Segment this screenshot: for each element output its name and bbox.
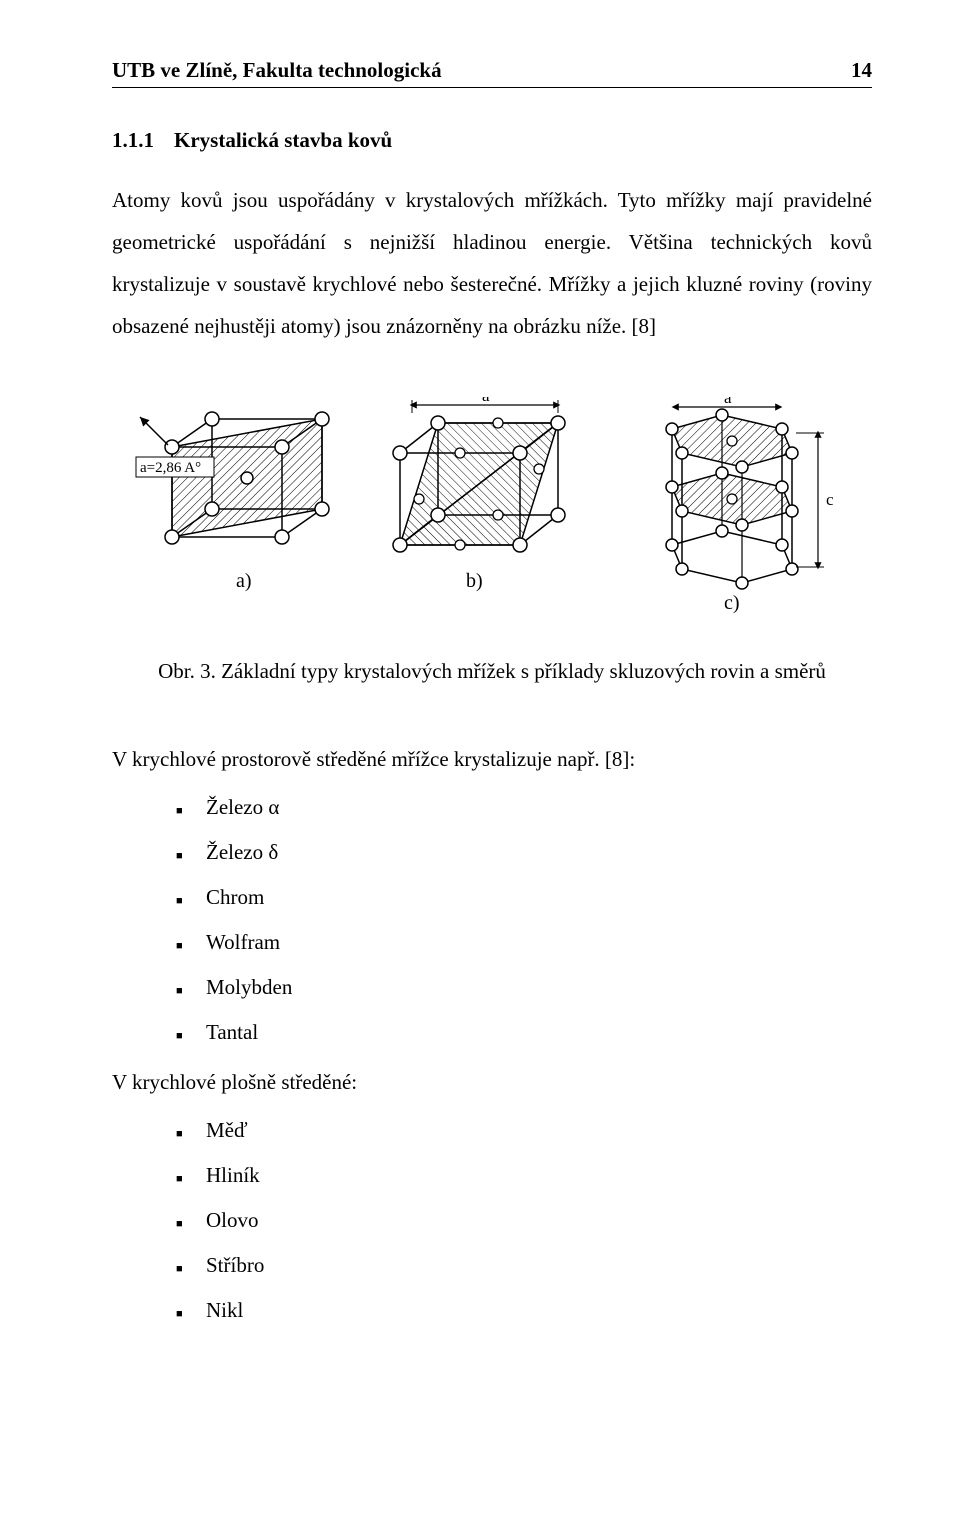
lattice-param-label: a=2,86 A° <box>140 460 201 476</box>
section-title: Krystalická stavba kovů <box>174 128 392 152</box>
main-paragraph: Atomy kovů jsou uspořádány v krystalovýc… <box>112 179 872 347</box>
dim-label-c: c <box>826 490 834 509</box>
dim-label-a2: a <box>724 397 732 407</box>
section-number: 1.1.1 <box>112 128 154 153</box>
figure-crystal-lattices: a=2,86 A° a) <box>112 397 872 637</box>
list-item: Stříbro <box>176 1244 872 1286</box>
list-item: Wolfram <box>176 921 872 963</box>
list-item: Železo α <box>176 786 872 828</box>
figure-caption: Obr. 3. Základní typy krystalových mříže… <box>112 659 872 684</box>
page-header: UTB ve Zlíně, Fakulta technologická 14 <box>112 58 872 88</box>
list-item: Nikl <box>176 1289 872 1331</box>
list-intro-2: V krychlové plošně středěné: <box>112 1061 872 1103</box>
list-item: Chrom <box>176 876 872 918</box>
lattice-bcc: a=2,86 A° a) <box>136 412 329 592</box>
lattice-diagram-svg: a=2,86 A° a) <box>132 397 852 637</box>
page-number: 14 <box>851 58 872 83</box>
institution-name: UTB ve Zlíně, Fakulta technologická <box>112 58 442 83</box>
section-heading: 1.1.1 Krystalická stavba kovů <box>112 128 872 153</box>
list-item: Měď <box>176 1109 872 1151</box>
lattice-hcp: a c c) <box>666 397 834 614</box>
list-intro-1: V krychlové prostorově středěné mřížce k… <box>112 738 872 780</box>
list-item: Olovo <box>176 1199 872 1241</box>
list-item: Železo δ <box>176 831 872 873</box>
list-item: Tantal <box>176 1011 872 1053</box>
sublabel-a: a) <box>236 570 252 592</box>
dim-label-a: a <box>482 397 490 405</box>
bcc-metals-list: Železo α Železo δ Chrom Wolfram Molybden… <box>112 786 872 1053</box>
list-item: Hliník <box>176 1154 872 1196</box>
list-item: Molybden <box>176 966 872 1008</box>
sublabel-b: b) <box>466 570 483 592</box>
lattice-fcc: a b) <box>393 397 565 592</box>
fcc-metals-list: Měď Hliník Olovo Stříbro Nikl <box>112 1109 872 1331</box>
sublabel-c: c) <box>724 592 740 614</box>
